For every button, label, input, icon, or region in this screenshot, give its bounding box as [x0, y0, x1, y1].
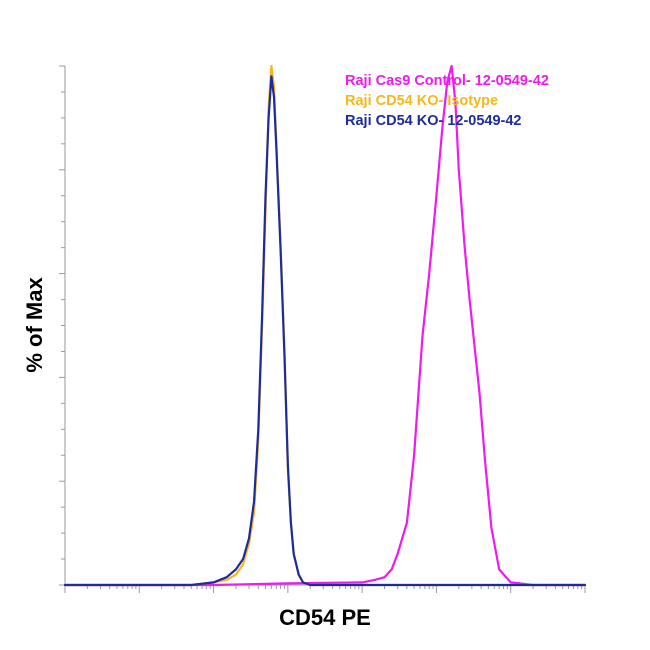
legend-entry: Raji Cas9 Control- 12-0549-42	[345, 73, 549, 89]
legend-entry: Raji CD54 KO- 12-0549-42	[345, 113, 522, 129]
y-axis-label: % of Max	[22, 277, 47, 373]
series-layer	[63, 64, 587, 587]
x-axis-label: CD54 PE	[279, 605, 371, 630]
legend: Raji Cas9 Control- 12-0549-42 Raji CD54 K…	[345, 73, 549, 129]
series-line	[63, 75, 587, 587]
legend-entry: Raji CD54 KO- Isotype	[345, 93, 498, 109]
series-line	[63, 64, 587, 587]
